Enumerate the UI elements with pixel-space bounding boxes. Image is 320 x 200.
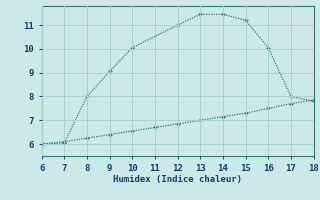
- X-axis label: Humidex (Indice chaleur): Humidex (Indice chaleur): [113, 175, 242, 184]
